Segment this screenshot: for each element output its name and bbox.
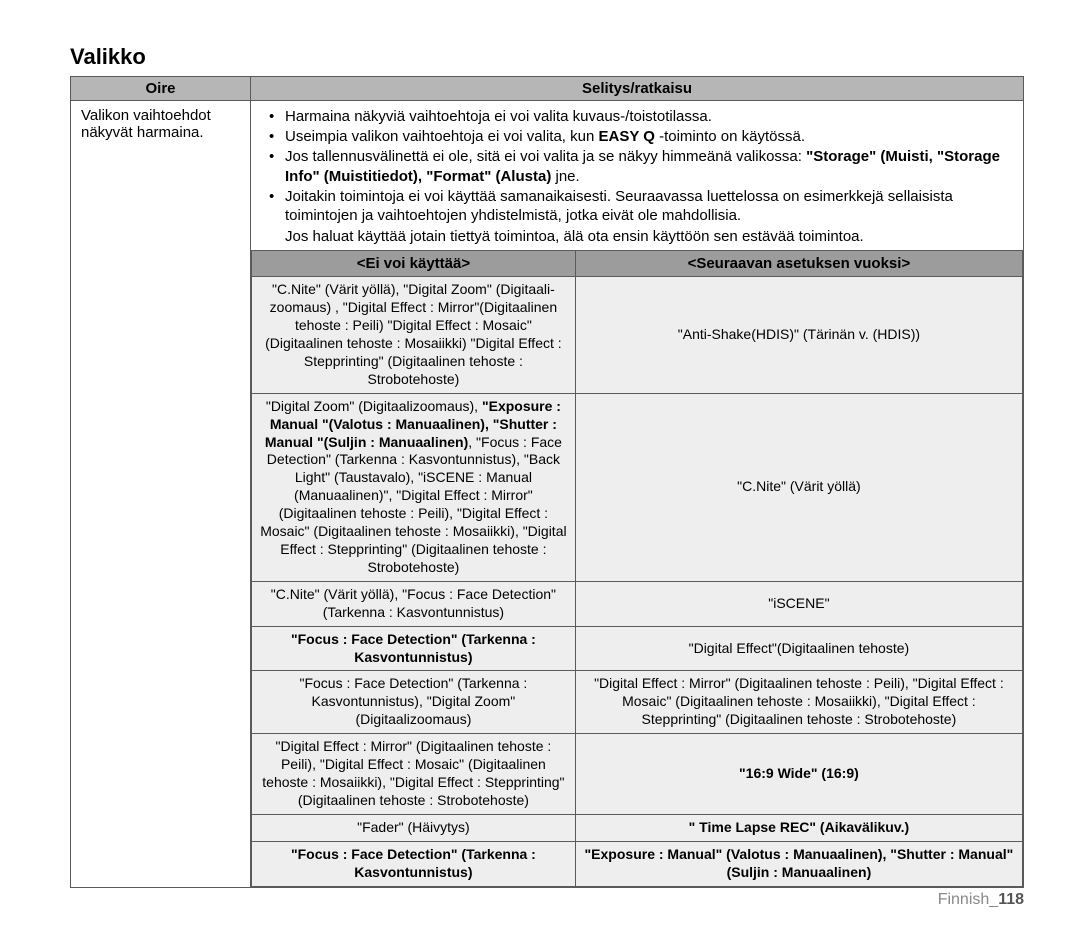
inner-cell-right: " Time Lapse REC" (Aikavälikuv.)	[575, 814, 1022, 841]
bullet-item: Joitakin toimintoja ei voi käyttää saman…	[263, 187, 1011, 225]
bullet-item: Jos tallennusvälinettä ei ole, sitä ei v…	[263, 147, 1011, 185]
inner-cell-left: "Focus : Face Detection" (Tarkenna : Kas…	[252, 841, 576, 886]
table-row: "C.Nite" (Värit yöllä), "Digital Zoom" (…	[252, 277, 1023, 393]
inner-cell-left: "Fader" (Häivytys)	[252, 814, 576, 841]
inner-cell-right: "iSCENE"	[575, 581, 1022, 626]
inner-cell-right: "Digital Effect"(Digitaalinen tehoste)	[575, 626, 1022, 671]
bullet-item: Harmaina näkyviä vaihtoehtoja ei voi val…	[263, 107, 1011, 126]
inner-header-right: <Seuraavan asetuksen vuoksi>	[575, 251, 1022, 277]
footer-page-number: 118	[998, 891, 1024, 908]
oire-cell: Valikon vaihtoehdot näkyvät harmaina.	[71, 101, 251, 888]
inner-cell-right: "Exposure : Manual" (Valotus : Manuaalin…	[575, 841, 1022, 886]
bullet-follow: Jos haluat käyttää jotain tiettyä toimin…	[263, 227, 1011, 246]
inner-cell-right: "C.Nite" (Värit yöllä)	[575, 393, 1022, 581]
inner-cell-right: "Digital Effect : Mirror" (Digitaalinen …	[575, 671, 1022, 734]
footer-lang: Finnish	[938, 891, 990, 908]
page-title: Valikko	[70, 44, 1024, 70]
inner-cell-right: "Anti-Shake(HDIS)" (Tärinän v. (HDIS))	[575, 277, 1022, 393]
outer-header-selitys: Selitys/ratkaisu	[251, 77, 1024, 101]
table-row: "Digital Effect : Mirror" (Digitaalinen …	[252, 734, 1023, 815]
inner-header-left: <Ei voi käyttää>	[252, 251, 576, 277]
inner-cell-left: "Digital Effect : Mirror" (Digitaalinen …	[252, 734, 576, 815]
inner-cell-right: "16:9 Wide" (16:9)	[575, 734, 1022, 815]
inner-cell-left: "Focus : Face Detection" (Tarkenna : Kas…	[252, 671, 576, 734]
table-row: "C.Nite" (Värit yöllä), "Focus : Face De…	[252, 581, 1023, 626]
table-row: "Digital Zoom" (Digitaalizoomaus), "Expo…	[252, 393, 1023, 581]
table-row: "Fader" (Häivytys)" Time Lapse REC" (Aik…	[252, 814, 1023, 841]
inner-cell-left: "C.Nite" (Värit yöllä), "Digital Zoom" (…	[252, 277, 576, 393]
bullet-list: Harmaina näkyviä vaihtoehtoja ei voi val…	[251, 101, 1023, 250]
selitys-cell: Harmaina näkyviä vaihtoehtoja ei voi val…	[251, 101, 1024, 888]
outer-header-oire: Oire	[71, 77, 251, 101]
bullet-item: Useimpia valikon vaihtoehtoja ei voi val…	[263, 127, 1011, 146]
inner-cell-left: "C.Nite" (Värit yöllä), "Focus : Face De…	[252, 581, 576, 626]
table-row: "Focus : Face Detection" (Tarkenna : Kas…	[252, 626, 1023, 671]
outer-table: Oire Selitys/ratkaisu Valikon vaihtoehdo…	[70, 76, 1024, 888]
inner-table: <Ei voi käyttää> <Seuraavan asetuksen vu…	[251, 250, 1023, 886]
table-row: "Focus : Face Detection" (Tarkenna : Kas…	[252, 671, 1023, 734]
footer-sep: _	[989, 891, 998, 908]
table-row: "Focus : Face Detection" (Tarkenna : Kas…	[252, 841, 1023, 886]
page-footer: Finnish_118	[938, 891, 1024, 909]
inner-cell-left: "Digital Zoom" (Digitaalizoomaus), "Expo…	[252, 393, 576, 581]
inner-cell-left: "Focus : Face Detection" (Tarkenna : Kas…	[252, 626, 576, 671]
